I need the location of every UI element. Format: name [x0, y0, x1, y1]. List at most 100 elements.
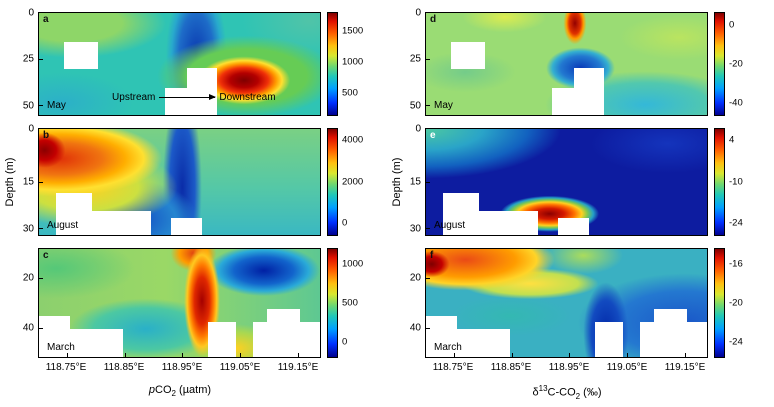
x-tick-mark [124, 353, 126, 357]
colorbar-tick-label: -20 [729, 58, 743, 70]
panel-e-contour-plot: e August [425, 128, 708, 236]
colorbar-tick-label: -24 [729, 217, 743, 229]
y-tick: 40 [22, 322, 34, 334]
y-tick-mark [426, 327, 430, 329]
x-axis-title-right-delta: δ [532, 386, 539, 399]
colorbar-tick-label: 1000 [342, 56, 364, 68]
colorbar-tick-label: 2000 [342, 176, 364, 188]
y-tick-mark [426, 104, 430, 106]
month-label: August [434, 220, 466, 231]
bathymetry-mask [451, 41, 485, 70]
x-tick: 119.15°E [277, 362, 319, 373]
colorbar-tick-label: 1500 [342, 25, 364, 37]
x-tick: 118.75°E [432, 362, 474, 373]
panel-letter: b [43, 130, 50, 141]
x-tick: 118.95°E [161, 362, 203, 373]
x-tick-mark [297, 353, 299, 357]
x-axis-title-left: pCO2 (µatm) [95, 384, 265, 398]
y-tick: 25 [409, 53, 421, 65]
bathymetry-mask [55, 192, 93, 235]
x-tick: 119.05°E [219, 362, 261, 373]
y-tick: 40 [409, 322, 421, 334]
bathymetry-mask [207, 322, 236, 357]
bathymetry-mask [552, 88, 575, 115]
month-label: May [434, 100, 453, 111]
y-tick-mark [426, 227, 430, 229]
y-tick: 0 [415, 7, 421, 19]
y-tick-mark [426, 182, 430, 183]
y-tick-mark [39, 58, 43, 60]
y-tick-mark [39, 327, 43, 329]
flow-annotation: Upstream Downstream [112, 92, 276, 103]
colorbar-e [714, 128, 725, 236]
month-label: August [47, 220, 79, 231]
bathymetry-mask [165, 88, 188, 115]
panel-letter: f [430, 250, 434, 261]
bathymetry-mask [186, 68, 218, 115]
y-tick: 25 [22, 53, 34, 65]
bathymetry-mask [92, 210, 152, 235]
y-tick-mark [39, 182, 43, 183]
colorbar-tick-label: 0 [342, 217, 348, 229]
x-axis-title-left-unit: (µatm) [176, 384, 212, 396]
panel-letter: d [430, 14, 437, 25]
colorbar-c [327, 248, 338, 358]
x-tick-mark [569, 353, 571, 357]
colorbar-f [714, 248, 725, 358]
downstream-label: Downstream [219, 91, 276, 103]
upstream-label: Upstream [112, 91, 156, 103]
panel-letter: e [430, 130, 436, 141]
x-tick-mark [626, 353, 628, 357]
x-tick-mark [511, 353, 513, 357]
x-axis-title-right-sup: 13 [538, 384, 548, 393]
y-tick: 30 [22, 223, 34, 235]
bathymetry-mask [426, 315, 457, 357]
y-tick: 0 [28, 7, 34, 19]
month-label: March [434, 342, 462, 353]
bathymetry-mask [442, 192, 480, 235]
y-tick: 50 [409, 100, 421, 112]
y-tick: 15 [409, 176, 421, 188]
x-axis-title-right: δ13C-CO2 (‰) [482, 384, 652, 401]
y-tick: 0 [415, 123, 421, 135]
y-tick-mark [39, 278, 43, 280]
x-tick-mark [454, 353, 456, 357]
flow-arrow-icon [159, 93, 217, 100]
colorbar-tick-label: 0 [342, 336, 348, 348]
colorbar-tick-label: 0 [729, 19, 735, 31]
panel-f-contour-plot: f March [425, 248, 708, 358]
x-axis-title-right-sub: 2 [575, 391, 581, 401]
colorbar-tick-label: -24 [729, 336, 743, 348]
colorbar-tick-label: 500 [342, 87, 358, 99]
month-label: March [47, 342, 75, 353]
panel-letter: a [43, 14, 49, 25]
y-tick-mark [426, 278, 430, 280]
x-axis-title-right-unit: (‰) [580, 386, 602, 399]
y-tick-mark [39, 104, 43, 106]
panel-d-contour-plot: d May [425, 12, 708, 116]
y-tick-mark [39, 227, 43, 229]
colorbar-tick-label: 500 [342, 297, 358, 309]
month-label: May [47, 100, 66, 111]
y-tick: 15 [22, 176, 34, 188]
panel-c-contour-plot: c March [38, 248, 321, 358]
x-axis-title-left-co: CO [155, 384, 172, 396]
bathymetry-mask [653, 309, 688, 357]
colorbar-tick-label: -10 [729, 176, 743, 188]
bathymetry-mask [69, 328, 124, 357]
y-tick: 30 [409, 223, 421, 235]
colorbar-tick-label: -16 [729, 258, 743, 270]
panel-b-contour-plot: b August [38, 128, 321, 236]
bathymetry-mask [266, 309, 301, 357]
bathymetry-mask [39, 315, 70, 357]
x-axis-title-left-italic-p: p [148, 384, 156, 396]
bathymetry-mask [64, 41, 98, 70]
colorbar-tick-label: -40 [729, 97, 743, 109]
colorbar-tick-label: 1000 [342, 258, 364, 270]
panel-a-contour-plot: a May Upstream Downstream [38, 12, 321, 116]
x-axis-title-left-sub: 2 [171, 389, 176, 399]
colorbar-tick-label: 4 [729, 134, 735, 146]
bathymetry-mask [573, 68, 605, 115]
bathymetry-mask [456, 328, 511, 357]
